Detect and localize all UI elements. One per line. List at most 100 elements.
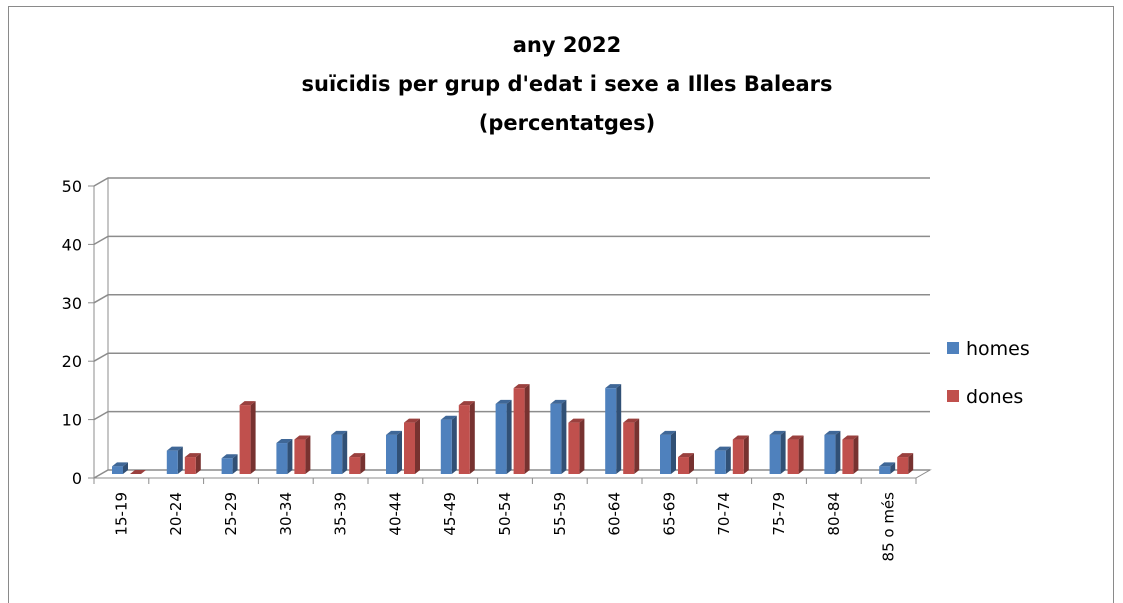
legend-swatch-homes	[947, 342, 959, 354]
title-line-1: any 2022	[513, 33, 622, 57]
side-wall	[93, 177, 109, 470]
x-label-35-39: 35-39	[332, 492, 350, 536]
x-label-50-54: 50-54	[496, 492, 514, 536]
bar-front	[550, 403, 562, 474]
bar-dones-15-19	[130, 470, 146, 474]
bar-top	[660, 430, 676, 435]
x-label-25-29: 25-29	[222, 492, 240, 536]
bar-homes-80-84	[824, 430, 841, 474]
x-label-75-79: 75-79	[770, 492, 788, 536]
bar-side	[725, 446, 731, 474]
bar-top	[166, 446, 183, 451]
title-line-3: (percentatges)	[479, 111, 656, 135]
bar-dones-50-54	[513, 384, 530, 474]
bar-top	[897, 453, 914, 458]
bar-front	[605, 388, 617, 474]
bar-front	[495, 403, 507, 474]
bar-side	[451, 415, 457, 474]
bar-front	[112, 466, 123, 474]
gridline	[93, 235, 930, 246]
bar-top	[732, 435, 749, 440]
bar-front	[660, 434, 671, 474]
bar-top	[568, 418, 585, 423]
bar-front	[842, 439, 854, 474]
legend-label-homes: homes	[966, 338, 1030, 360]
bar-top	[404, 418, 420, 423]
bar-side	[342, 430, 348, 474]
bar-side	[232, 454, 238, 474]
bar-front	[879, 466, 891, 474]
bar-side	[305, 435, 311, 474]
bars	[112, 384, 914, 474]
bar-side	[250, 401, 256, 474]
y-axis-ticks: 0 10 20 30 40 50	[62, 177, 82, 488]
bar-dones-55-59	[568, 418, 585, 474]
bar-front	[440, 419, 452, 474]
title-line-2: suïcidis per grup d'edat i sexe a Illes …	[302, 72, 833, 96]
bar-homes-25-29	[221, 454, 238, 474]
bar-side	[561, 399, 567, 474]
bar-front	[897, 457, 909, 474]
chart-frame	[8, 6, 1114, 603]
bar-front	[221, 458, 233, 474]
bar-homes-45-49	[440, 415, 457, 474]
y-tick-label: 20	[62, 352, 82, 371]
bar-front	[732, 439, 744, 474]
bar-front	[458, 405, 470, 474]
bar-front	[276, 443, 288, 474]
bar-front	[824, 434, 836, 474]
x-label-60-64: 60-64	[606, 492, 624, 536]
legend-swatch-dones	[947, 390, 959, 402]
bar-side	[195, 453, 201, 474]
bar-top	[349, 453, 366, 458]
bar-side	[671, 430, 676, 474]
y-tick-label: 10	[62, 411, 82, 430]
bar-top	[714, 446, 731, 451]
bar-homes-20-24	[166, 446, 183, 474]
bar-side	[506, 399, 512, 474]
bar-side	[415, 418, 420, 474]
x-label-30-34: 30-34	[277, 492, 295, 536]
x-label-40-44: 40-44	[386, 492, 404, 536]
gridline	[93, 469, 930, 479]
bar-dones-75-79	[787, 435, 804, 474]
bar-side	[177, 446, 183, 474]
chart-walls	[92, 177, 932, 479]
bar-dones-70-74	[732, 435, 749, 474]
bar-top	[386, 430, 402, 435]
bar-top	[550, 399, 567, 404]
bar-side	[360, 453, 366, 474]
legend: homes dones	[947, 338, 1030, 408]
bar-top	[112, 462, 128, 467]
bar-top	[623, 418, 640, 423]
bar-front	[166, 450, 178, 474]
bar-homes-40-44	[386, 430, 402, 474]
bar-homes-15-19	[112, 462, 128, 474]
bar-homes-70-74	[714, 446, 731, 474]
bar-front	[623, 422, 635, 474]
gridlines	[88, 177, 930, 484]
bar-side	[780, 430, 786, 474]
bar-front	[331, 434, 343, 474]
bar-side	[890, 462, 896, 474]
bar-homes-65-69	[660, 430, 676, 474]
bar-top	[130, 470, 146, 474]
bar-top	[787, 435, 804, 440]
bar-top	[184, 453, 201, 458]
bar-front	[678, 457, 689, 474]
x-label-15-19: 15-19	[112, 492, 130, 536]
x-axis-labels: 15-19 20-24 25-29 30-34 35-39 40-44 45-49 50-54…	[112, 492, 897, 562]
bar-dones-30-34	[294, 435, 311, 474]
bar-side	[689, 453, 694, 474]
bar-top	[678, 453, 694, 458]
bar-top	[331, 430, 348, 435]
gridline	[93, 177, 930, 187]
floor	[92, 469, 932, 479]
bar-front	[349, 457, 361, 474]
bar-front	[294, 439, 306, 474]
bar-dones-45-49	[458, 401, 475, 474]
bar-side	[798, 435, 804, 474]
bar-top	[513, 384, 530, 389]
bar-side	[616, 384, 622, 474]
